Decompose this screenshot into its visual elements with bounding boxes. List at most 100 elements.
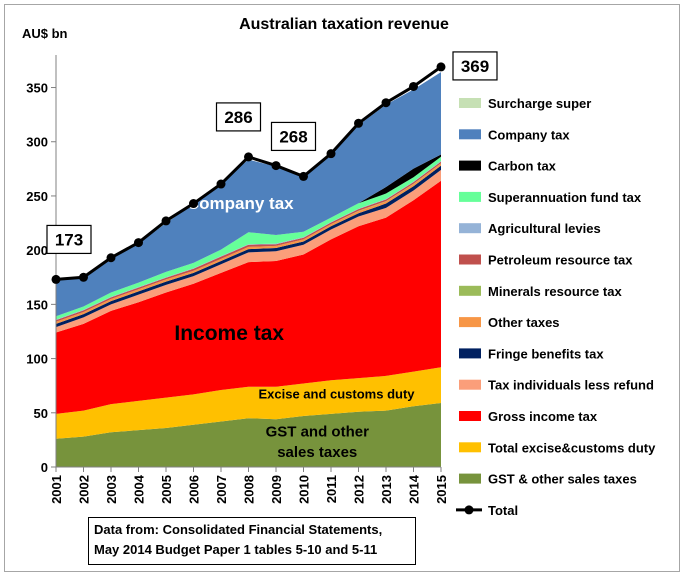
area-superannuation-fund-tax [56,156,441,320]
x-tick-label: 2012 [352,475,367,504]
y-tick-label: 150 [26,297,48,312]
legend-label: Other taxes [488,315,560,330]
callout-label: 268 [279,127,307,146]
legend-label: Company tax [488,127,570,142]
legend-label: Fringe benefits tax [488,346,604,361]
legend-item-minerals-resource-tax: Minerals resource tax [459,284,622,299]
x-tick-label: 2005 [159,475,174,504]
legend-swatch [459,379,481,390]
total-point [326,149,336,159]
callout-box [452,51,498,81]
legend-swatch [459,285,481,296]
chart-title: Australian taxation revenue [239,16,449,33]
legend-label: Minerals resource tax [488,284,622,299]
callout-label: 173 [55,230,83,249]
annotation-company-tax: Company tax [187,194,294,213]
legend-label: Superannuation fund tax [488,190,642,205]
y-tick-label: 350 [26,81,48,96]
legend-swatch [459,129,481,140]
legend-label: Carbon tax [488,159,557,174]
legend-item-tax-individuals-less-refund: Tax individuals less refund [459,378,654,393]
legend-item-carbon-tax: Carbon tax [459,159,557,174]
callout-box [46,224,92,255]
legend-swatch [459,191,481,202]
legend-swatch [459,317,481,328]
legend: Surcharge super Company tax Carbon tax Supe… [456,96,656,518]
total-point [106,253,116,263]
y-axis-label: AU$ bn [22,26,68,41]
callout-173: 173 [46,224,92,255]
callout-286: 286 [215,102,262,132]
x-tick-label: 2008 [242,475,257,504]
total-series [51,62,446,284]
total-point [436,62,446,72]
value-callouts: 173 286 268 369 [46,51,498,255]
chart-frame [4,4,680,572]
total-point [79,272,88,282]
total-point [244,152,253,162]
annotation-gst-and-other: GST and other [266,424,370,441]
x-tick-label: 2003 [104,475,119,504]
callout-box [215,102,262,132]
legend-swatch [459,473,481,484]
legend-item-total-excise-and-customs-duty: Total excise&customs duty [459,440,656,455]
y-tick-label: 300 [26,135,48,150]
y-tick-label: 100 [26,352,48,367]
total-point [51,274,61,284]
x-tick-label: 2014 [407,474,422,504]
callout-label: 369 [461,57,489,76]
annotation-excise-and-customs-duty: Excise and customs duty [258,387,415,402]
y-tick-label: 200 [26,243,48,258]
x-tick-label: 2015 [434,475,449,504]
annotation-sales-taxes: sales taxes [277,444,357,461]
total-point [216,179,226,189]
legend-label: Petroleum resource tax [488,253,633,268]
legend-label: Total excise&customs duty [488,440,656,455]
x-tick-label: 2010 [297,475,312,504]
legend-label: Tax individuals less refund [488,378,654,393]
total-point [381,98,391,108]
x-tick-label: 2007 [214,475,229,504]
legend-swatch [459,160,481,171]
source-note: Data from: Consolidated Financial Statem… [88,517,416,565]
callout-label: 286 [224,108,252,127]
legend-item-other-taxes: Other taxes [459,315,560,330]
legend-swatch [459,411,481,421]
total-point [271,161,281,171]
callout-369: 369 [452,51,498,81]
total-point [161,216,171,226]
area-annotations: Company tax Income tax Excise and customs … [174,194,415,461]
legend-label: GST & other sales taxes [488,472,637,487]
y-tick-label: 250 [26,189,48,204]
total-point [409,81,418,91]
x-tick-label: 2009 [269,475,284,504]
x-tick-label: 2002 [77,475,92,504]
legend-label: Agricultural levies [488,221,601,236]
legend-label: Surcharge super [488,96,591,111]
area-total-excise-and-customs-duty [56,367,441,439]
legend-item-petroleum-resource-tax: Petroleum resource tax [459,253,633,268]
legend-item-total: Total [456,503,518,518]
total-point [354,118,363,128]
legend-marker [464,505,474,515]
total-point [189,199,198,209]
area-tax-individuals-less-refund [56,169,441,333]
callout-box [270,121,317,152]
source-note-line-1: Data from: Consolidated Financial Statem… [94,522,383,537]
y-tick-label: 50 [34,406,48,421]
legend-swatch [459,254,481,265]
area-gst-and-other-sales-taxes [56,403,441,467]
source-note-line-2: May 2014 Budget Paper 1 tables 5-10 and … [94,542,378,557]
x-tick-label: 2004 [132,474,147,504]
legend-item-gst-and-other-sales-taxes: GST & other sales taxes [459,472,637,487]
legend-swatch [459,98,481,108]
legend-item-surcharge-super: Surcharge super [459,96,591,111]
x-tick-label: 2011 [324,475,339,503]
area-fringe-benefits-tax [56,165,441,328]
legend-swatch [459,348,481,359]
total-point [134,238,143,248]
legend-item-company-tax: Company tax [459,127,570,142]
legend-item-superannuation-fund-tax: Superannuation fund tax [459,190,642,205]
area-other-taxes [56,163,441,324]
